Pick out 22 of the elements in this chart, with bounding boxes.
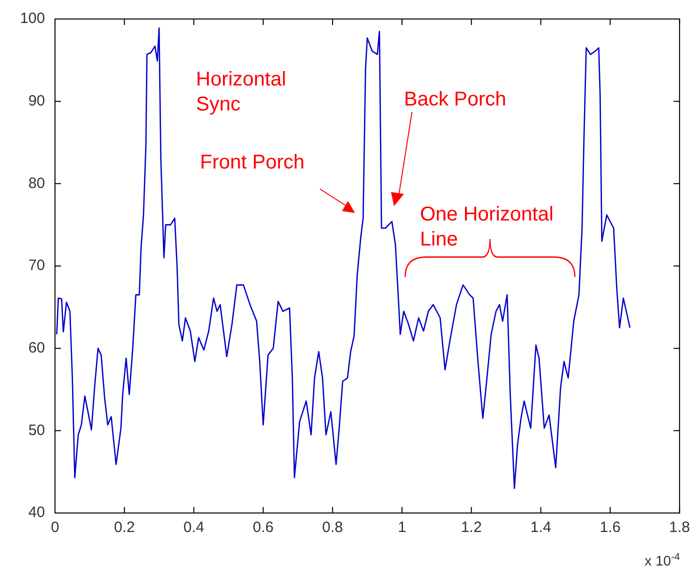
x-tick-label: 1.8	[669, 519, 690, 536]
x-tick-label: 0	[50, 519, 60, 536]
x-tick-label: 0.4	[183, 519, 204, 536]
x-tick-label: 0.6	[252, 519, 274, 536]
annotation: Back Porch	[404, 88, 506, 111]
x-tick-label: 1	[398, 519, 406, 536]
y-tick-label: 50	[28, 422, 45, 439]
y-tick-label: 100	[20, 10, 45, 28]
y-tick-label: 90	[28, 92, 45, 110]
x-tick-label: 1.2	[460, 519, 482, 536]
x-tick-label: 1.6	[600, 519, 621, 536]
y-tick-label: 80	[28, 174, 45, 192]
annotation: Front Porch	[200, 152, 304, 174]
y-tick-label: 60	[28, 339, 45, 356]
x-tick-label: 0.8	[322, 519, 344, 536]
x-axis-title: x 10$^{-4}$	[644, 552, 680, 569]
x-tick-label: 0.2	[114, 519, 135, 536]
y-tick-label: 40	[28, 504, 45, 522]
annotation: Horizontal Sync	[196, 68, 286, 116]
x-tick-label: 1.4	[530, 519, 552, 536]
y-tick-label: 70	[28, 257, 45, 274]
annotation: One Horizontal Line	[420, 204, 554, 251]
